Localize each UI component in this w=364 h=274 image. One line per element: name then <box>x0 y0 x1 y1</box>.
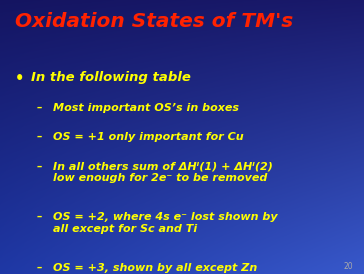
Text: •: • <box>15 71 24 86</box>
Text: –: – <box>36 132 42 142</box>
Text: –: – <box>36 103 42 113</box>
Text: –: – <box>36 263 42 273</box>
Text: 20: 20 <box>344 262 353 271</box>
Text: Most important OS’s in boxes: Most important OS’s in boxes <box>53 103 239 113</box>
Text: In the following table: In the following table <box>31 71 191 84</box>
Text: –: – <box>36 161 42 171</box>
Text: In all others sum of ΔHᴵ(1) + ΔHᴵ(2)
low enough for 2e⁻ to be removed: In all others sum of ΔHᴵ(1) + ΔHᴵ(2) low… <box>53 161 273 183</box>
Text: –: – <box>36 212 42 222</box>
Text: Oxidation States of TM's: Oxidation States of TM's <box>15 12 293 31</box>
Text: OS = +1 only important for Cu: OS = +1 only important for Cu <box>53 132 244 142</box>
Text: OS = +3, shown by all except Zn: OS = +3, shown by all except Zn <box>53 263 257 273</box>
Text: OS = +2, where 4s e⁻ lost shown by
all except for Sc and Ti: OS = +2, where 4s e⁻ lost shown by all e… <box>53 212 277 234</box>
